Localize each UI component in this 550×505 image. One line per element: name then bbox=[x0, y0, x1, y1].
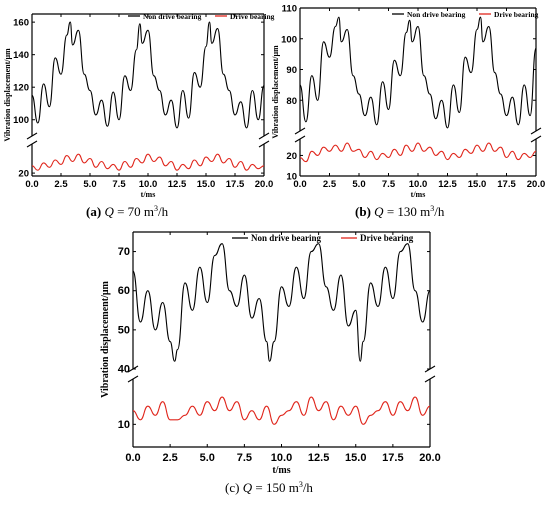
x-tick-label: 20.0 bbox=[419, 452, 440, 464]
y-tick-label: 20 bbox=[18, 169, 29, 180]
x-tick-label: 2.5 bbox=[323, 179, 337, 190]
series-line-drive-bearing bbox=[132, 396, 431, 425]
axis-break-mark bbox=[294, 127, 306, 135]
y-tick-label: 80 bbox=[286, 96, 297, 107]
y-tick-label: 50 bbox=[118, 324, 130, 336]
axis-break-mark bbox=[26, 132, 38, 140]
axis-break-mark bbox=[258, 132, 270, 140]
y-tick-label: 120 bbox=[13, 83, 29, 94]
x-tick-label: 2.5 bbox=[162, 452, 177, 464]
x-tick-label: 12.5 bbox=[168, 179, 187, 190]
series-line-non-drive-bearing bbox=[299, 16, 537, 129]
x-tick-label: 10.0 bbox=[409, 179, 428, 190]
y-tick-label: 60 bbox=[118, 285, 130, 297]
x-tick-label: 17.5 bbox=[226, 179, 245, 190]
x-axis-label: t/ms bbox=[141, 190, 156, 199]
y-tick-label: 70 bbox=[118, 246, 130, 258]
y-tick-label: 10 bbox=[118, 419, 130, 431]
x-tick-label: 17.5 bbox=[382, 452, 403, 464]
y-axis-label: Vibration displacement/μm bbox=[100, 280, 111, 397]
axis-break-mark bbox=[424, 375, 436, 383]
x-tick-label: 0.0 bbox=[293, 179, 306, 190]
x-tick-label: 15.0 bbox=[345, 452, 366, 464]
x-tick-label: 0.0 bbox=[125, 452, 140, 464]
legend-label: Drive bearing bbox=[494, 10, 539, 19]
y-tick-label: 100 bbox=[13, 115, 29, 126]
series-line-non-drive-bearing bbox=[31, 21, 265, 129]
series-line-drive-bearing bbox=[299, 142, 537, 163]
x-tick-label: 5.0 bbox=[200, 452, 215, 464]
x-tick-label: 10.0 bbox=[139, 179, 158, 190]
legend-label: Non drive bearing bbox=[251, 233, 322, 243]
x-tick-label: 17.5 bbox=[497, 179, 516, 190]
x-tick-label: 12.5 bbox=[308, 452, 329, 464]
axis-break-mark bbox=[258, 140, 270, 148]
caption-c: (c) Q = 150 m3/h bbox=[225, 480, 313, 495]
caption-a: (a) Q = 70 m3/h bbox=[86, 204, 169, 219]
x-tick-label: 15.0 bbox=[197, 179, 216, 190]
x-tick-label: 20.0 bbox=[255, 179, 274, 190]
y-tick-label: 10 bbox=[286, 172, 297, 183]
x-axis-label: t/ms bbox=[411, 190, 426, 199]
y-tick-label: 40 bbox=[118, 364, 130, 376]
axis-break-mark bbox=[294, 135, 306, 143]
x-tick-label: 7.5 bbox=[382, 179, 396, 190]
y-tick-label: 20 bbox=[286, 151, 297, 162]
y-tick-label: 100 bbox=[281, 34, 297, 45]
y-tick-label: 110 bbox=[282, 4, 297, 15]
legend-label: Drive bearing bbox=[360, 233, 414, 243]
series-line-drive-bearing bbox=[31, 153, 265, 171]
x-tick-label: 20.0 bbox=[527, 179, 546, 190]
legend-label: Non drive bearing bbox=[143, 12, 202, 21]
axis-break-mark bbox=[530, 135, 542, 143]
caption-b: (b) Q = 130 m3/h bbox=[355, 204, 445, 219]
chart-c: 0.0 2.5 5.0 7.5 10.0 12.5 15.0 17.5 20.0 40 50 60 70… bbox=[100, 231, 441, 476]
y-axis-label: Vibration displacement/μm bbox=[271, 45, 280, 139]
x-tick-label: 0.0 bbox=[25, 179, 38, 190]
legend-label: Non drive bearing bbox=[407, 10, 466, 19]
axis-break-mark bbox=[127, 375, 139, 383]
y-tick-label: 160 bbox=[13, 18, 29, 29]
axis-break-mark bbox=[26, 140, 38, 148]
y-axis-label: Vibration displacement/μm bbox=[3, 48, 12, 142]
x-tick-label: 15.0 bbox=[468, 179, 487, 190]
x-tick-label: 5.0 bbox=[83, 179, 96, 190]
chart-b: 0.0 2.5 5.0 7.5 10.0 12.5 15.0 17.5 20.0 80 90 100 1… bbox=[271, 4, 545, 200]
chart-a: 0.0 2.5 5.0 7.5 10.0 12.5 15.0 17.5 20.0 100 120 14… bbox=[3, 12, 275, 199]
y-tick-label: 90 bbox=[286, 65, 297, 76]
axis-break-mark bbox=[530, 127, 542, 135]
x-tick-label: 2.5 bbox=[54, 179, 68, 190]
x-tick-label: 10.0 bbox=[271, 452, 292, 464]
x-axis-label: t/ms bbox=[272, 465, 290, 476]
legend-label: Drive bearing bbox=[230, 12, 275, 21]
x-tick-label: 5.0 bbox=[352, 179, 365, 190]
x-tick-label: 7.5 bbox=[112, 179, 126, 190]
x-tick-label: 7.5 bbox=[237, 452, 252, 464]
x-tick-label: 12.5 bbox=[438, 179, 457, 190]
y-tick-label: 140 bbox=[13, 50, 29, 61]
series-line-non-drive-bearing bbox=[132, 243, 431, 362]
